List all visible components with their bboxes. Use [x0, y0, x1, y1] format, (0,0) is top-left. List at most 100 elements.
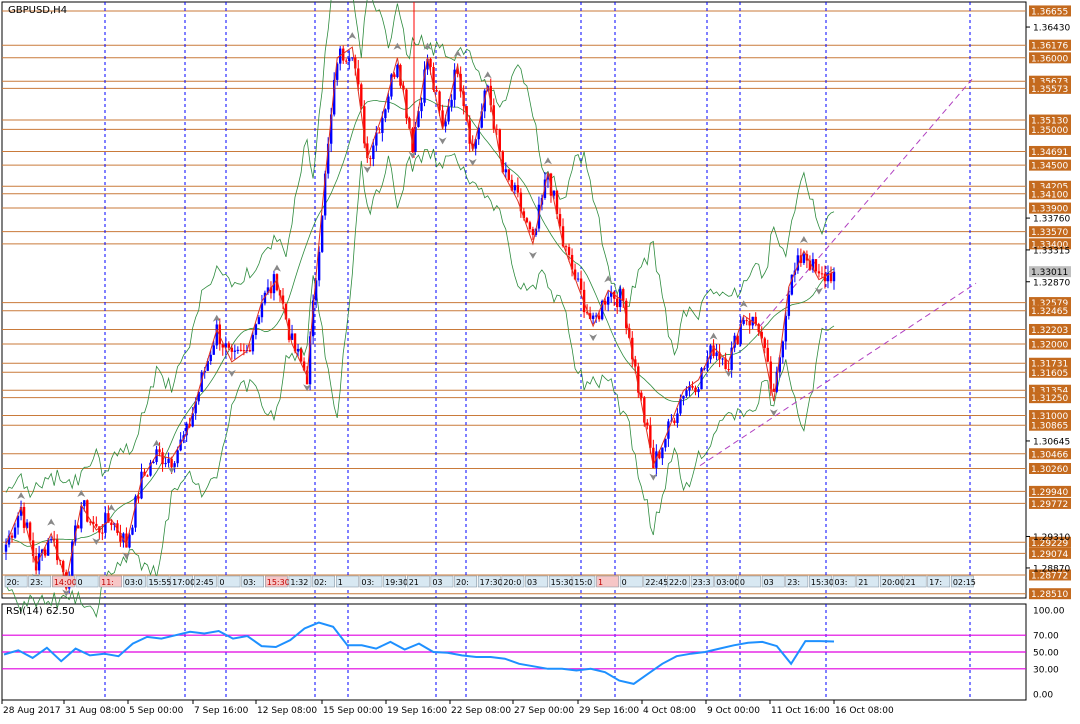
fractal-down-arrow: [769, 409, 778, 417]
candle-body: [218, 324, 221, 345]
time-label-box: [548, 575, 572, 588]
candle-body: [101, 532, 104, 534]
candle-body: [679, 398, 682, 414]
candle-body: [326, 143, 330, 174]
date-label: 4 Oct 08:00: [643, 706, 696, 716]
date-label: 5 Sep 00:00: [129, 706, 184, 716]
candle-body: [751, 316, 754, 326]
candle-body: [727, 369, 730, 371]
time-label-box: [761, 575, 785, 588]
trend-line-lower: [699, 282, 977, 467]
level-label: 1.31605: [1031, 369, 1068, 379]
candle-body: [387, 96, 390, 110]
time-label: 23:: [787, 578, 800, 587]
level-label-box: [1029, 305, 1071, 317]
candle-body: [408, 118, 411, 129]
candle-body: [49, 539, 53, 541]
level-label-box: [1029, 392, 1071, 404]
candle-body: [441, 110, 444, 127]
fractal-down-arrow: [92, 538, 101, 546]
candle-body: [429, 58, 432, 67]
time-label-box: [477, 575, 501, 588]
candle-body: [712, 345, 715, 357]
time-label-box: [123, 575, 146, 588]
candle-body: [423, 69, 426, 103]
candle-body: [251, 334, 255, 352]
candle-body: [402, 85, 405, 90]
candle-body: [531, 229, 535, 235]
candle-body: [332, 79, 336, 115]
level-label-box: [1029, 188, 1071, 200]
candle-body: [110, 522, 113, 526]
date-label: 15 Sep 00:00: [323, 706, 383, 716]
time-label-box: [288, 575, 312, 588]
candle-body: [513, 185, 517, 191]
time-label-box: [690, 575, 714, 588]
candle-body: [363, 106, 366, 144]
candle-body: [134, 496, 137, 528]
level-label: 1.30865: [1031, 422, 1068, 432]
candle-body: [173, 463, 176, 468]
candle-body: [188, 423, 191, 427]
time-label: 17:00: [172, 578, 195, 587]
candle-body: [227, 343, 231, 348]
candle-body: [700, 368, 703, 390]
date-label: 7 Sep 16:00: [194, 706, 249, 716]
fractal-up-arrow: [47, 518, 56, 526]
zigzag-line: [5, 46, 835, 582]
time-label: 21: [906, 578, 916, 587]
level-label-box: [1029, 485, 1071, 497]
level-label-box: [1029, 123, 1071, 135]
candle-body: [685, 390, 688, 396]
candle-body: [634, 359, 637, 367]
level-label-box: [1029, 547, 1071, 559]
candle-body: [420, 102, 423, 112]
rsi-tick-label: 100.00: [1033, 607, 1065, 617]
candle-body: [498, 129, 501, 152]
candle-body: [390, 74, 393, 97]
candle-body: [552, 190, 556, 196]
candle-body: [296, 348, 300, 352]
candle-body: [71, 541, 74, 576]
date-label: 27 Sep 00:00: [514, 706, 574, 716]
rsi-tick-label: 0.00: [1033, 691, 1053, 701]
candle-body: [52, 539, 56, 541]
fractal-down-arrow: [408, 151, 417, 159]
candle-body: [769, 361, 772, 389]
level-label-box: [1029, 338, 1071, 350]
level-label-box: [1029, 226, 1071, 238]
level-label: 1.33900: [1031, 205, 1068, 215]
candle-body: [354, 57, 357, 69]
time-label: 03:: [243, 578, 256, 587]
time-label-box: [714, 575, 738, 588]
fractal-down-arrow: [363, 165, 372, 173]
candle-body: [317, 251, 321, 281]
candle-body: [25, 522, 29, 528]
trend-channel: [699, 78, 977, 467]
time-label: 1: [598, 578, 603, 587]
time-label-box: [856, 575, 880, 588]
candle-body: [760, 331, 763, 339]
rsi-title: RSI(14) 62.50: [6, 606, 75, 617]
time-label: 19:30: [385, 578, 408, 587]
time-label: 03: [527, 578, 537, 587]
candle-body: [269, 287, 273, 294]
level-label: 1.31354: [1031, 387, 1068, 397]
date-label: 29 Sep 16:00: [579, 706, 639, 716]
candle-body: [119, 532, 122, 542]
main-plot-area: [1, 1, 1027, 599]
candle-body: [393, 74, 396, 78]
candle-body: [266, 287, 270, 293]
candle-body: [555, 190, 559, 215]
date-label: 28 Aug 2017: [3, 706, 61, 716]
time-label: 20:00: [882, 578, 905, 587]
time-label: 23:3: [693, 578, 711, 587]
candle-body: [179, 439, 182, 451]
candle-body: [230, 347, 234, 352]
level-label: 1.32465: [1031, 307, 1068, 317]
candle-body: [348, 58, 351, 62]
level-label: 1.29074: [1031, 550, 1068, 560]
fractals: [17, 32, 823, 597]
level-label: 1.35130: [1031, 117, 1068, 127]
